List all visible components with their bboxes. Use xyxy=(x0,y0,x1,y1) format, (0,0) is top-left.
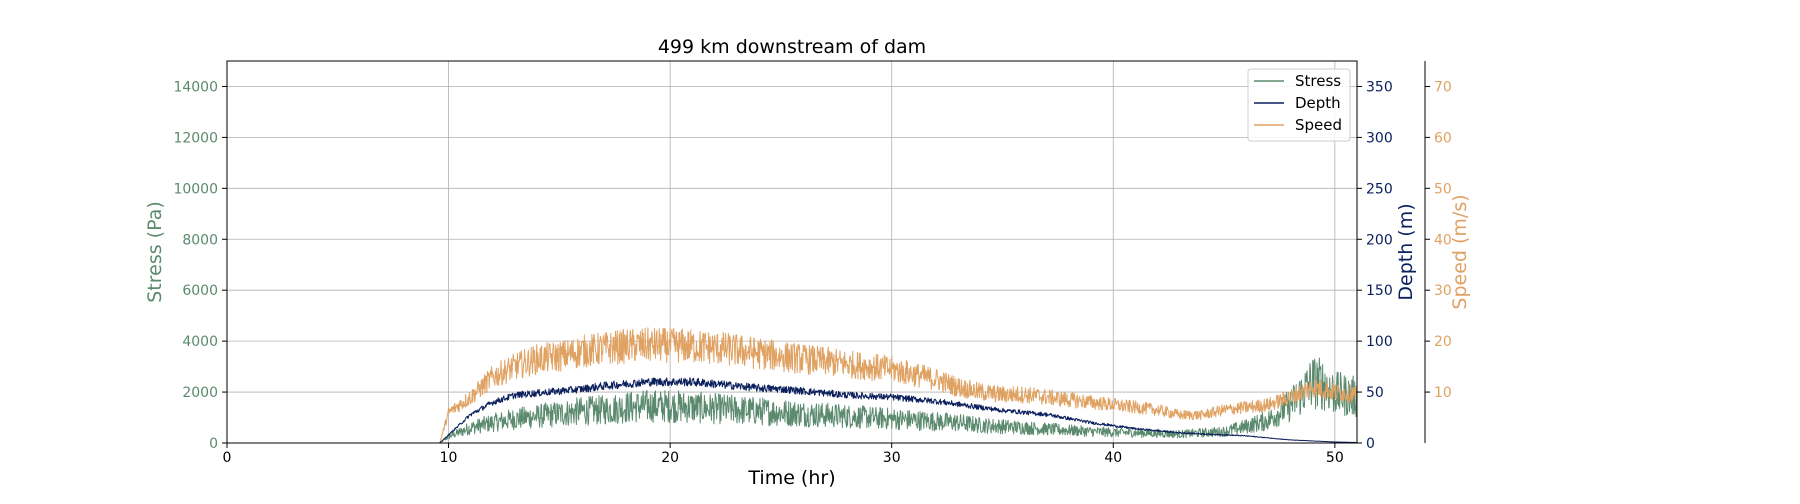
legend-label-speed: Speed xyxy=(1295,116,1342,134)
grid xyxy=(226,61,1357,444)
x-tick-label: 50 xyxy=(1326,450,1344,466)
stress-tick-label: 14000 xyxy=(173,79,218,95)
legend-frame xyxy=(1247,68,1351,142)
depth-axis-title: Depth (m) xyxy=(1395,203,1417,300)
stress-tick-label: 4000 xyxy=(182,334,218,350)
x-tick-label: 20 xyxy=(661,450,679,466)
stress-axis-title: Stress (Pa) xyxy=(144,201,166,303)
depth-tick-label: 250 xyxy=(1366,181,1393,197)
stress-tick-label: 0 xyxy=(209,436,218,452)
speed-tick-label: 30 xyxy=(1434,283,1452,299)
speed-tick-label: 50 xyxy=(1434,181,1452,197)
depth-tick-label: 200 xyxy=(1366,232,1393,248)
x-tick-label: 30 xyxy=(883,450,901,466)
legend: Stress Depth Speed xyxy=(1247,68,1351,142)
chart-title: 499 km downstream of dam xyxy=(658,36,926,58)
x-axis-title: Time (hr) xyxy=(747,467,835,489)
speed-tick-label: 40 xyxy=(1434,232,1452,248)
depth-tick-label: 50 xyxy=(1366,385,1384,401)
depth-tick-label: 300 xyxy=(1366,130,1393,146)
speed-tick-label: 60 xyxy=(1434,130,1452,146)
axes: 0 10 20 30 40 5002000400060008000100001200014… xyxy=(173,60,1452,466)
x-tick-label: 40 xyxy=(1104,450,1122,466)
x-tick-label: 0 xyxy=(223,450,232,466)
series-layer xyxy=(226,327,1358,444)
speed-tick-label: 10 xyxy=(1434,385,1452,401)
series-stress xyxy=(226,357,1358,444)
stress-tick-label: 6000 xyxy=(182,283,218,299)
speed-tick-label: 70 xyxy=(1434,79,1452,95)
depth-tick-label: 350 xyxy=(1366,79,1393,95)
stress-tick-label: 8000 xyxy=(182,232,218,248)
depth-tick-label: 150 xyxy=(1366,283,1393,299)
legend-label-depth: Depth xyxy=(1295,94,1341,112)
speed-tick-label: 20 xyxy=(1434,334,1452,350)
speed-axis-title: Speed (m/s) xyxy=(1449,194,1471,309)
series-speed xyxy=(226,327,1358,444)
stress-tick-label: 2000 xyxy=(182,385,218,401)
x-tick-label: 10 xyxy=(440,450,458,466)
plot-frame xyxy=(226,60,1358,444)
depth-tick-label: 100 xyxy=(1366,334,1393,350)
stress-tick-label: 10000 xyxy=(173,181,218,197)
legend-label-stress: Stress xyxy=(1295,72,1341,90)
depth-tick-label: 0 xyxy=(1366,436,1375,452)
stress-tick-label: 12000 xyxy=(173,130,218,146)
